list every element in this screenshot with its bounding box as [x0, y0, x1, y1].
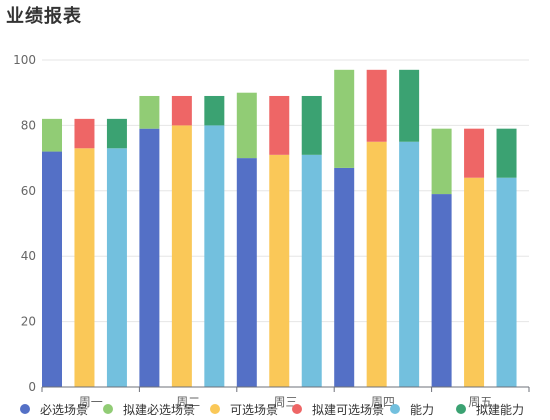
- y-tick-label: 40: [21, 249, 36, 263]
- x-tick-label: 周三: [273, 395, 297, 409]
- legend-label: 拟建能力: [476, 402, 525, 417]
- bar-segment[interactable]: [204, 95, 225, 126]
- legend-item[interactable]: 拟建能力: [456, 399, 524, 419]
- x-tick-label: 周二: [176, 395, 200, 409]
- legend-item[interactable]: 拟建可选场景: [292, 399, 384, 419]
- y-tick-label: 100: [13, 53, 36, 67]
- legend-dot-icon: [103, 404, 113, 414]
- bar-segment[interactable]: [301, 154, 322, 387]
- bar-segment[interactable]: [106, 148, 127, 387]
- legend-dot-icon: [456, 404, 466, 414]
- bar-segment[interactable]: [431, 128, 452, 195]
- legend-dot-icon: [210, 404, 220, 414]
- bar-segment[interactable]: [334, 69, 355, 168]
- legend-item[interactable]: 能力: [390, 399, 434, 419]
- y-tick-label: 0: [28, 380, 36, 394]
- bar-segment[interactable]: [106, 118, 127, 149]
- bar-segment[interactable]: [334, 167, 355, 387]
- bar-segment[interactable]: [496, 128, 517, 178]
- bar-segment[interactable]: [366, 69, 387, 142]
- page-title: 业绩报表: [6, 6, 82, 27]
- bar-segment[interactable]: [236, 158, 257, 387]
- bar-segment[interactable]: [139, 95, 160, 129]
- bar-segment[interactable]: [42, 118, 62, 152]
- x-tick-label: 周五: [468, 395, 492, 409]
- bar-segment[interactable]: [74, 118, 95, 149]
- legend-item[interactable]: 拟建必选场景: [103, 399, 195, 419]
- bar-segment[interactable]: [301, 95, 322, 155]
- bar-segment[interactable]: [269, 95, 290, 155]
- bar-segment[interactable]: [431, 194, 452, 387]
- legend-label: 拟建必选场景: [123, 402, 196, 417]
- y-tick-label: 80: [21, 118, 36, 132]
- bar-segment[interactable]: [42, 151, 62, 387]
- x-tick-label: 周一: [79, 395, 103, 409]
- legend-dot-icon: [292, 404, 302, 414]
- y-tick-label: 20: [21, 315, 36, 329]
- bar-segment[interactable]: [139, 128, 160, 388]
- bar-segment[interactable]: [464, 177, 485, 387]
- bar-segment[interactable]: [74, 148, 95, 387]
- bar-segment[interactable]: [366, 141, 387, 387]
- legend-label: 拟建可选场景: [312, 402, 385, 417]
- bar-segment[interactable]: [464, 128, 485, 178]
- bar-segment[interactable]: [399, 141, 420, 387]
- legend-item[interactable]: 可选场景: [210, 399, 278, 419]
- bar-segment[interactable]: [496, 177, 517, 387]
- chart-legend: 必选场景 拟建必选场景 可选场景 拟建可选场景 能力 拟建能力: [0, 399, 550, 419]
- legend-dot-icon: [20, 404, 30, 414]
- bar-segment[interactable]: [171, 95, 192, 126]
- legend-dot-icon: [390, 404, 400, 414]
- bar-segment[interactable]: [399, 69, 420, 142]
- bar-segment[interactable]: [269, 154, 290, 387]
- bar-segment[interactable]: [236, 92, 257, 159]
- y-tick-label: 60: [21, 184, 36, 198]
- legend-item[interactable]: 必选场景: [20, 399, 88, 419]
- bar-segment[interactable]: [171, 125, 192, 388]
- legend-label: 能力: [410, 402, 435, 417]
- x-tick-label: 周四: [371, 395, 395, 409]
- legend-label: 必选场景: [40, 402, 89, 417]
- legend-label: 可选场景: [230, 402, 279, 417]
- bar-segment[interactable]: [204, 125, 225, 388]
